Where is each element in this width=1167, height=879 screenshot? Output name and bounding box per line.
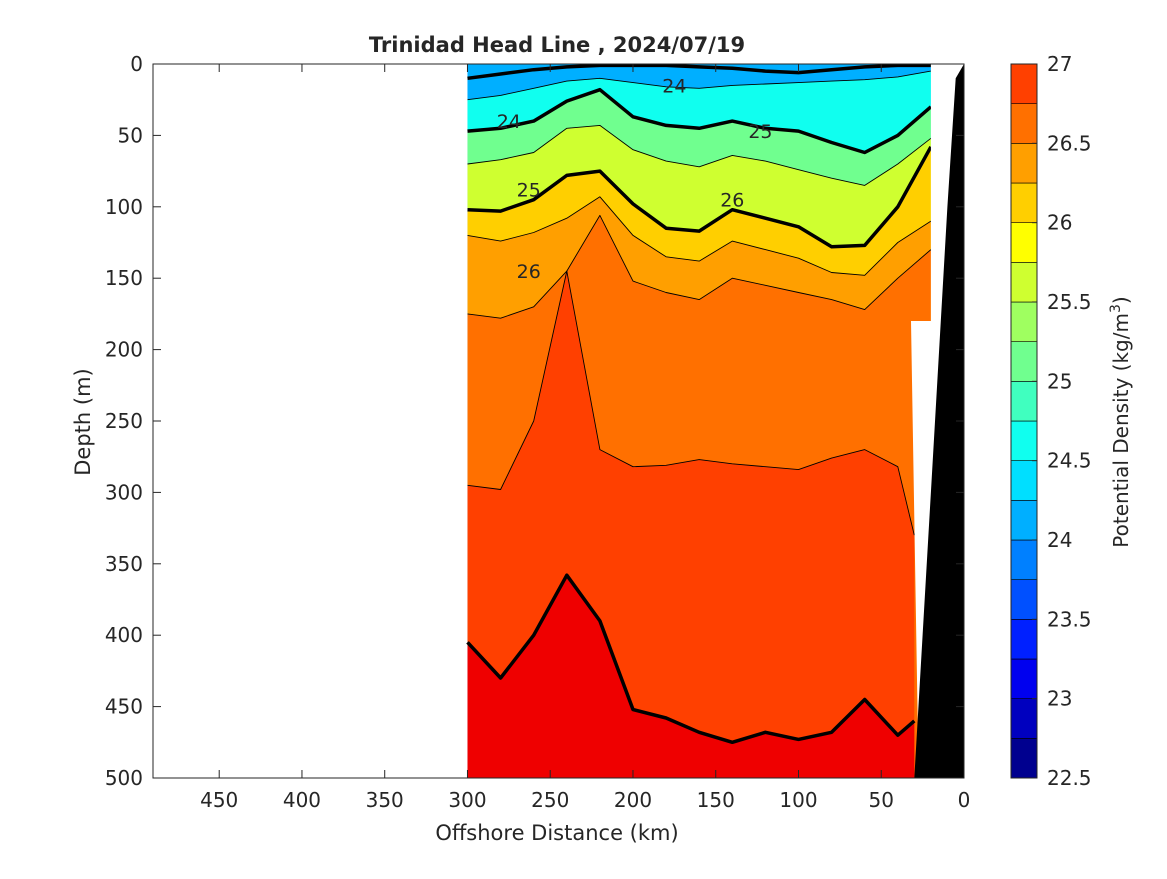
colorbar-label-main: Potential Density (kg/m (1109, 313, 1133, 548)
x-axis-label: Offshore Distance (km) (435, 821, 678, 845)
contour-label: 24 (497, 111, 521, 133)
colorbar-segment (1010, 579, 1038, 620)
y-tick-label: 150 (105, 266, 143, 290)
y-tick-label: 50 (118, 123, 143, 147)
density-band-27 (467, 575, 915, 778)
chart-title: Trinidad Head Line , 2024/07/19 (369, 33, 745, 57)
colorbar-label-suffix: ) (1109, 296, 1133, 304)
y-tick-label: 300 (105, 480, 143, 504)
y-tick-label: 450 (105, 695, 143, 719)
colorbar-tick-label: 23 (1047, 687, 1072, 711)
contour-line-26 (467, 145, 933, 249)
colorbar-segment (1010, 143, 1038, 184)
x-tick-label: 0 (958, 788, 971, 812)
y-tick-label: 250 (105, 409, 143, 433)
y-tick-label: 500 (105, 766, 143, 790)
colorbar-label: Potential Density (kg/m3) (1108, 296, 1133, 547)
colorbar-frame (1010, 63, 1038, 779)
colorbar-segment (1010, 698, 1038, 739)
colorbar-tick-label: 26.5 (1047, 131, 1092, 155)
x-tick-label: 250 (531, 788, 569, 812)
x-tick-label: 300 (448, 788, 486, 812)
colorbar-segment (1010, 103, 1038, 144)
colorbar-segment (1010, 619, 1038, 660)
contour-label: 25 (748, 121, 772, 143)
x-tick-label: 200 (614, 788, 652, 812)
contour-line-26-5 (467, 214, 932, 319)
colorbar-tick-label: 25 (1047, 369, 1072, 393)
x-tick-label: 150 (697, 788, 735, 812)
x-tick-label: 100 (779, 788, 817, 812)
contour-line-26-75 (467, 270, 915, 536)
x-tick-label: 400 (283, 788, 321, 812)
colorbar-tick-label: 25.5 (1047, 290, 1092, 314)
y-axis-label: Depth (m) (71, 368, 95, 475)
colorbar-segment (1010, 341, 1038, 382)
contour-line-25 (467, 87, 933, 155)
contour-label: 25 (517, 180, 541, 202)
colorbar: 22.5 23 23.5 24 24.5 25 25.5 26 26.5 27 (1010, 52, 1092, 790)
contour-line-27 (466, 573, 916, 745)
colorbar-segment (1010, 301, 1038, 342)
x-tick-label: 350 (366, 788, 404, 812)
y-tick-label: 200 (105, 338, 143, 362)
contour-line-26-25 (467, 196, 932, 276)
colorbar-tick-label: 27 (1047, 52, 1072, 76)
contour-line-24 (467, 63, 931, 81)
colorbar-tick-label: 24 (1047, 528, 1072, 552)
contour-label: 26 (720, 190, 744, 212)
colorbar-segment (1010, 658, 1038, 699)
colorbar-segment (1010, 182, 1038, 223)
colorbar-tick-label: 22.5 (1047, 766, 1092, 790)
y-tick-label: 0 (130, 52, 143, 76)
contour-line-25-5 (467, 124, 932, 186)
colorbar-segment (1010, 381, 1038, 422)
contour-line-24-5 (467, 70, 931, 101)
colorbar-tick-label: 26 (1047, 211, 1072, 235)
bathymetry-seafloor (914, 64, 964, 778)
colorbar-segment (1010, 420, 1038, 461)
contour-label: 24 (662, 75, 686, 97)
colorbar-segment (1010, 460, 1038, 501)
x-tick-label: 450 (200, 788, 238, 812)
colorbar-segment (1010, 539, 1038, 580)
colorbar-segment (1010, 222, 1038, 263)
contour-label: 26 (517, 261, 541, 283)
colorbar-label-superscript: 3 (1108, 304, 1124, 313)
y-tick-label: 350 (105, 552, 143, 576)
colorbar-segment (1010, 262, 1038, 303)
y-tick-label: 400 (105, 623, 143, 647)
x-tick-label: 50 (869, 788, 894, 812)
colorbar-segment (1010, 500, 1038, 541)
colorbar-segment (1010, 63, 1038, 104)
y-tick-label: 100 (105, 195, 143, 219)
colorbar-segment (1010, 738, 1038, 779)
colorbar-tick-label: 24.5 (1047, 449, 1092, 473)
colorbar-tick-label: 23.5 (1047, 607, 1092, 631)
